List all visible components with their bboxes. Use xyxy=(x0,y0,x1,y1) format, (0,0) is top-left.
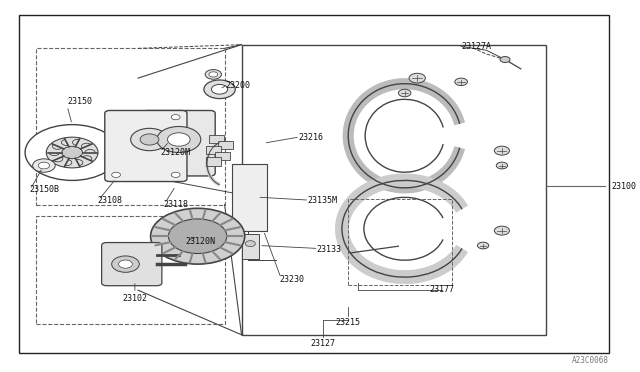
Text: 23120M: 23120M xyxy=(160,148,190,157)
Text: 23135M: 23135M xyxy=(307,196,337,205)
Circle shape xyxy=(209,72,218,77)
Circle shape xyxy=(25,125,119,180)
Text: A23C0068: A23C0068 xyxy=(572,356,609,365)
Circle shape xyxy=(172,115,180,120)
Circle shape xyxy=(38,162,49,169)
Text: 23102: 23102 xyxy=(122,294,147,303)
Bar xyxy=(232,164,267,231)
Polygon shape xyxy=(241,45,546,335)
Circle shape xyxy=(46,137,98,168)
Circle shape xyxy=(33,159,55,172)
Text: 23127A: 23127A xyxy=(461,42,491,51)
Circle shape xyxy=(211,84,228,94)
Circle shape xyxy=(477,242,489,249)
Bar xyxy=(206,157,221,166)
Text: 23108: 23108 xyxy=(97,196,122,205)
Circle shape xyxy=(157,126,201,153)
Text: 23215: 23215 xyxy=(336,318,361,327)
Text: 23120N: 23120N xyxy=(185,237,215,246)
Text: 23133: 23133 xyxy=(317,245,342,254)
Circle shape xyxy=(496,162,508,169)
Circle shape xyxy=(150,208,244,264)
Circle shape xyxy=(455,78,467,86)
Circle shape xyxy=(204,80,236,99)
Circle shape xyxy=(131,128,168,151)
Circle shape xyxy=(500,57,510,62)
Text: 23150B: 23150B xyxy=(29,185,60,194)
Text: 23200: 23200 xyxy=(226,81,251,90)
Bar xyxy=(206,146,221,154)
FancyBboxPatch shape xyxy=(143,110,215,176)
Text: 23100: 23100 xyxy=(612,182,637,190)
Text: 23230: 23230 xyxy=(279,275,304,283)
Circle shape xyxy=(172,172,180,177)
Bar xyxy=(215,152,230,160)
Bar xyxy=(218,141,234,149)
Circle shape xyxy=(111,256,140,272)
FancyBboxPatch shape xyxy=(105,110,187,182)
Text: 23216: 23216 xyxy=(298,133,323,142)
Circle shape xyxy=(168,133,190,146)
Circle shape xyxy=(62,147,83,159)
Circle shape xyxy=(118,260,132,268)
Circle shape xyxy=(168,219,227,254)
Bar xyxy=(36,216,225,324)
Text: 23150: 23150 xyxy=(67,97,92,106)
Text: 23127: 23127 xyxy=(310,339,335,347)
Text: 23177: 23177 xyxy=(430,285,455,294)
Bar xyxy=(209,135,224,143)
Text: 23118: 23118 xyxy=(163,200,188,209)
Bar xyxy=(36,48,225,205)
Circle shape xyxy=(494,146,509,155)
Circle shape xyxy=(205,70,221,79)
Circle shape xyxy=(140,134,159,145)
Circle shape xyxy=(409,73,426,83)
Bar xyxy=(241,234,259,259)
Circle shape xyxy=(398,89,411,97)
Circle shape xyxy=(111,172,120,177)
Bar xyxy=(348,199,452,285)
FancyBboxPatch shape xyxy=(102,243,162,286)
Circle shape xyxy=(494,226,509,235)
Circle shape xyxy=(245,241,255,247)
